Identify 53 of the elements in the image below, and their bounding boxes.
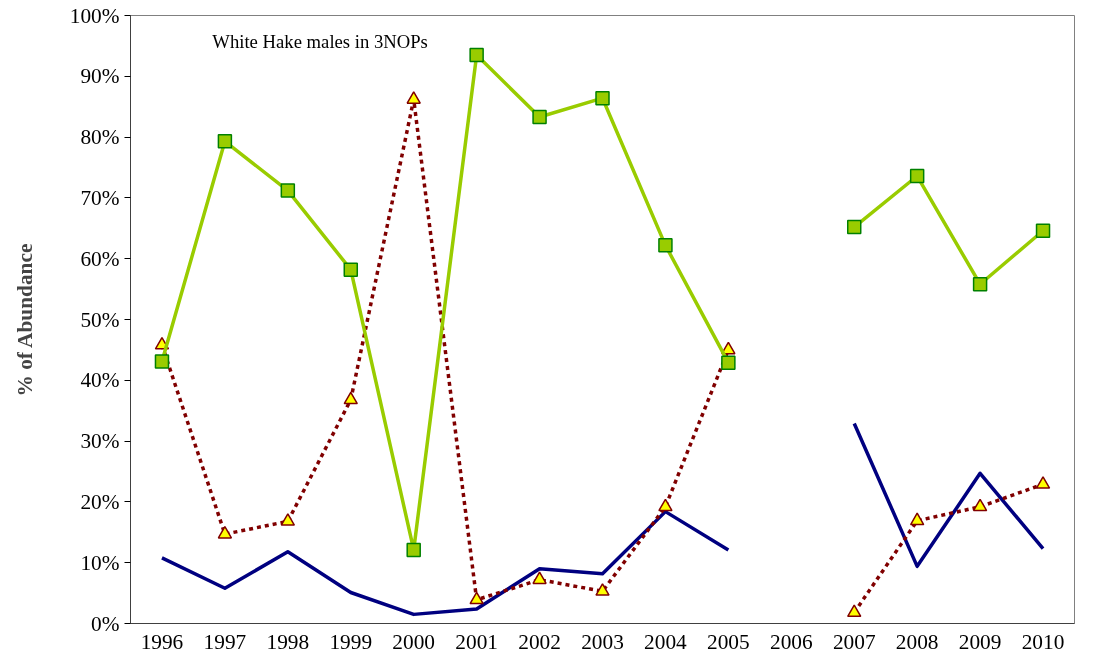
point — [846, 219, 862, 235]
point — [909, 168, 925, 184]
point — [406, 542, 421, 558]
y-tick-label: 90% — [80, 64, 120, 89]
point — [721, 355, 736, 370]
point — [280, 513, 296, 526]
x-tick-label: 2000 — [392, 629, 436, 654]
text: White Hake males in 3NOPs — [212, 30, 428, 52]
point — [532, 571, 547, 585]
point — [595, 90, 610, 106]
point — [658, 238, 673, 253]
y-tick-label: 100% — [69, 3, 120, 28]
x-tick-label: 1998 — [266, 629, 310, 654]
x-tick-label: 2004 — [644, 629, 688, 654]
point — [343, 262, 359, 277]
point — [595, 583, 610, 596]
point — [469, 591, 484, 605]
y-tick-label: 20% — [80, 489, 120, 514]
y-tick-label: 50% — [80, 307, 120, 332]
x-tick-label: 2005 — [707, 629, 750, 654]
x-tick-label: 2003 — [581, 629, 624, 654]
x-tick-label: 2007 — [832, 629, 876, 654]
point — [1035, 476, 1051, 489]
point — [909, 512, 925, 526]
x-tick-label: 2010 — [1021, 629, 1065, 654]
x-tick-label: 2001 — [455, 629, 498, 654]
point — [280, 183, 296, 198]
point — [217, 525, 233, 539]
x-tick-label: 1999 — [329, 629, 373, 654]
y-tick-label: 80% — [80, 125, 120, 150]
x-tick-label: 1996 — [140, 629, 184, 654]
x-tick-label: 2008 — [895, 629, 939, 654]
x-tick-label: 2002 — [518, 629, 561, 654]
point — [154, 354, 170, 369]
x-tick-label: 2006 — [769, 629, 813, 654]
x-tick-label: 1997 — [203, 629, 247, 654]
y-axis-title: % of Abundance — [12, 243, 37, 397]
point — [217, 134, 233, 149]
point — [469, 47, 484, 63]
point — [972, 498, 988, 512]
y-tick-label: 10% — [80, 550, 120, 575]
point — [532, 109, 547, 125]
y-tick-label: 0% — [91, 611, 120, 636]
point — [846, 604, 862, 618]
point — [343, 391, 359, 405]
y-tick-label: 60% — [80, 246, 120, 271]
point — [972, 276, 988, 292]
x-tick-label: 2009 — [958, 629, 1002, 654]
point — [1035, 223, 1051, 238]
point — [658, 498, 673, 512]
y-tick-label: 30% — [80, 429, 120, 454]
y-tick-label: 40% — [80, 368, 120, 393]
y-tick-label: 70% — [80, 185, 120, 210]
